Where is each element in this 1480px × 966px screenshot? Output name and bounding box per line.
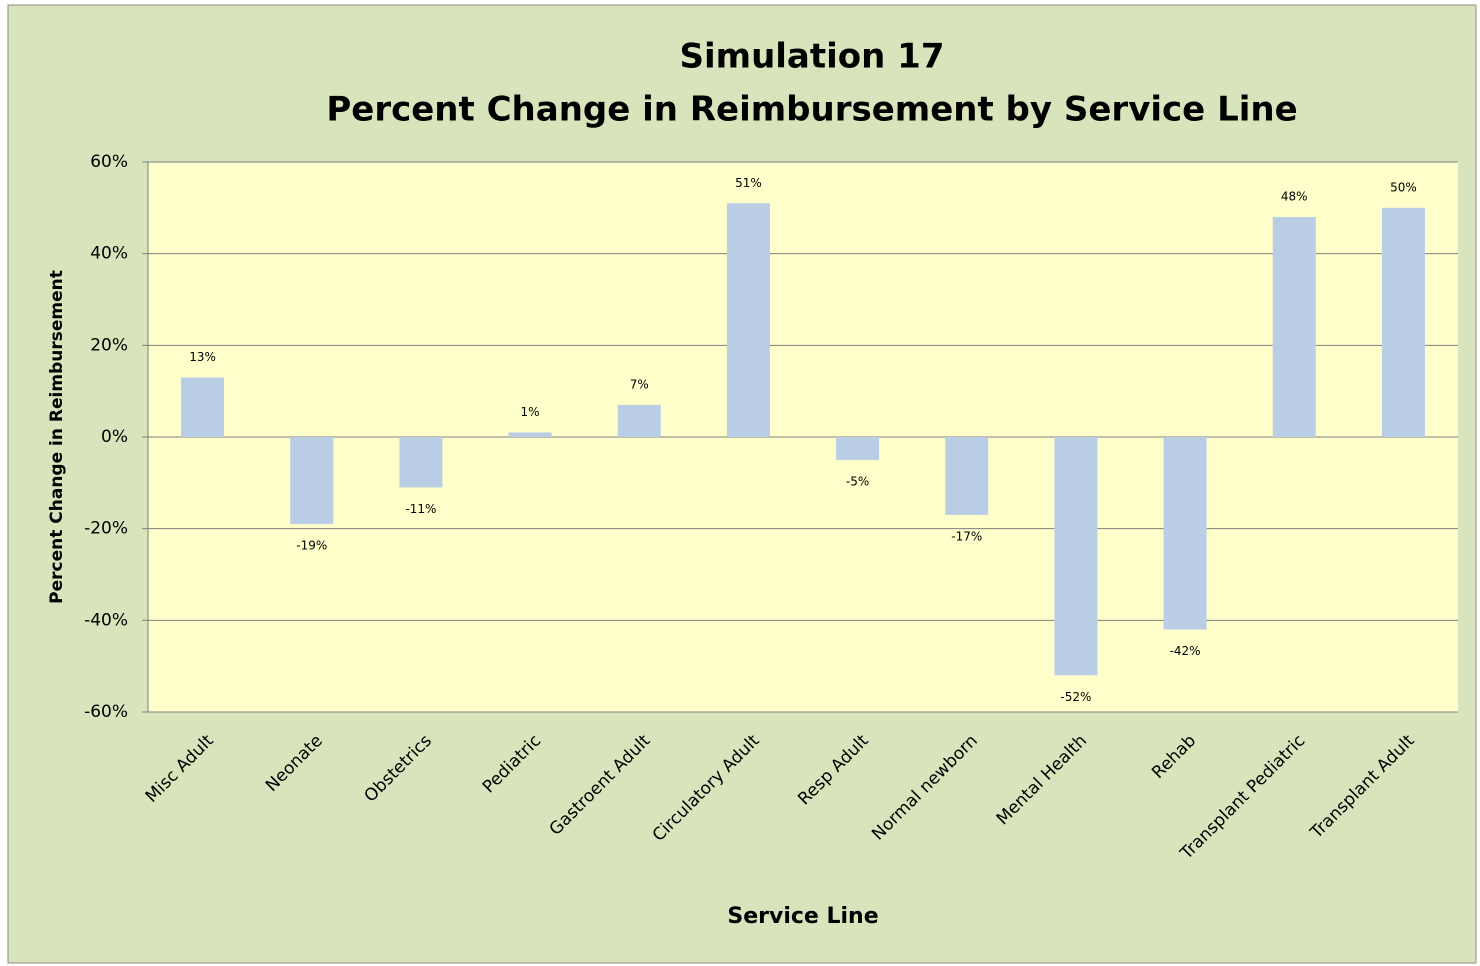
data-label: -19%	[296, 539, 327, 553]
data-label: 48%	[1281, 190, 1308, 204]
data-label: -17%	[951, 529, 982, 543]
data-label: 51%	[735, 176, 762, 190]
chart-title: Simulation 17	[680, 37, 945, 77]
data-label: -52%	[1060, 690, 1091, 704]
bar	[836, 437, 880, 460]
y-tick-label: 40%	[90, 244, 128, 264]
bar	[181, 377, 225, 437]
data-label: -5%	[846, 474, 869, 488]
data-label: -11%	[405, 502, 436, 516]
y-tick-label: -20%	[84, 519, 128, 539]
y-tick-label: -40%	[84, 610, 128, 630]
bar	[290, 437, 334, 525]
bar	[1272, 217, 1316, 437]
y-axis-title: Percent Change in Reimbursement	[47, 270, 67, 604]
bar	[1054, 437, 1098, 676]
data-label: 50%	[1390, 180, 1417, 194]
bar	[1163, 437, 1207, 630]
data-label: 7%	[630, 377, 649, 391]
bar	[617, 404, 661, 437]
bar	[726, 203, 770, 437]
bar	[1381, 207, 1425, 437]
y-tick-label: 60%	[90, 152, 128, 172]
chart-subtitle: Percent Change in Reimbursement by Servi…	[326, 90, 1297, 130]
data-label: -42%	[1170, 644, 1201, 658]
y-tick-label: -60%	[84, 702, 128, 722]
data-label: 1%	[521, 405, 540, 419]
y-tick-label: 0%	[101, 427, 128, 447]
y-tick-label: 20%	[90, 335, 128, 355]
bar	[945, 437, 989, 515]
bar	[508, 432, 552, 437]
x-axis-title: Service Line	[727, 904, 878, 929]
bar	[399, 437, 443, 488]
data-label: 13%	[189, 350, 216, 364]
